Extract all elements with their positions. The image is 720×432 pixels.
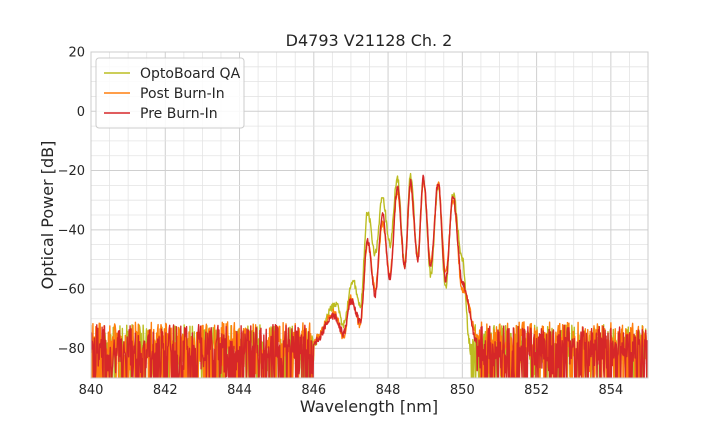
y-tick-label: −60: [58, 283, 85, 298]
legend-label: OptoBoard QA: [140, 66, 241, 82]
legend-box: [95, 57, 245, 129]
x-tick-label: 854: [598, 383, 623, 398]
legend-label: Pre Burn-In: [140, 106, 218, 122]
y-axis-ticks: 20 0 −20 −40 −60 −80: [58, 46, 85, 357]
series-line-pre-burn-in: [91, 174, 648, 378]
x-tick-label: 852: [524, 383, 549, 398]
legend: OptoBoard QA Post Burn-In Pre Burn-In: [95, 57, 245, 129]
x-tick-label: 846: [301, 383, 326, 398]
legend-label: Post Burn-In: [140, 86, 225, 102]
x-tick-label: 840: [79, 383, 104, 398]
series-layer: [91, 172, 648, 378]
x-axis-ticks: 840 842 844 846 848 850 852 854: [79, 383, 624, 398]
x-tick-label: 842: [153, 383, 178, 398]
x-axis-label: Wavelength [nm]: [300, 397, 438, 416]
x-tick-label: 850: [450, 383, 475, 398]
y-tick-label: −80: [58, 342, 85, 357]
x-tick-label: 844: [227, 383, 252, 398]
x-tick-label: 848: [376, 383, 401, 398]
y-tick-label: −20: [58, 164, 85, 179]
y-tick-label: 0: [77, 105, 85, 120]
plot-frame: [90, 51, 649, 379]
chart-title: D4793 V21128 Ch. 2: [286, 31, 453, 50]
y-tick-label: 20: [68, 46, 85, 61]
y-tick-label: −40: [58, 223, 85, 238]
y-axis-label: Optical Power [dB]: [38, 141, 57, 290]
